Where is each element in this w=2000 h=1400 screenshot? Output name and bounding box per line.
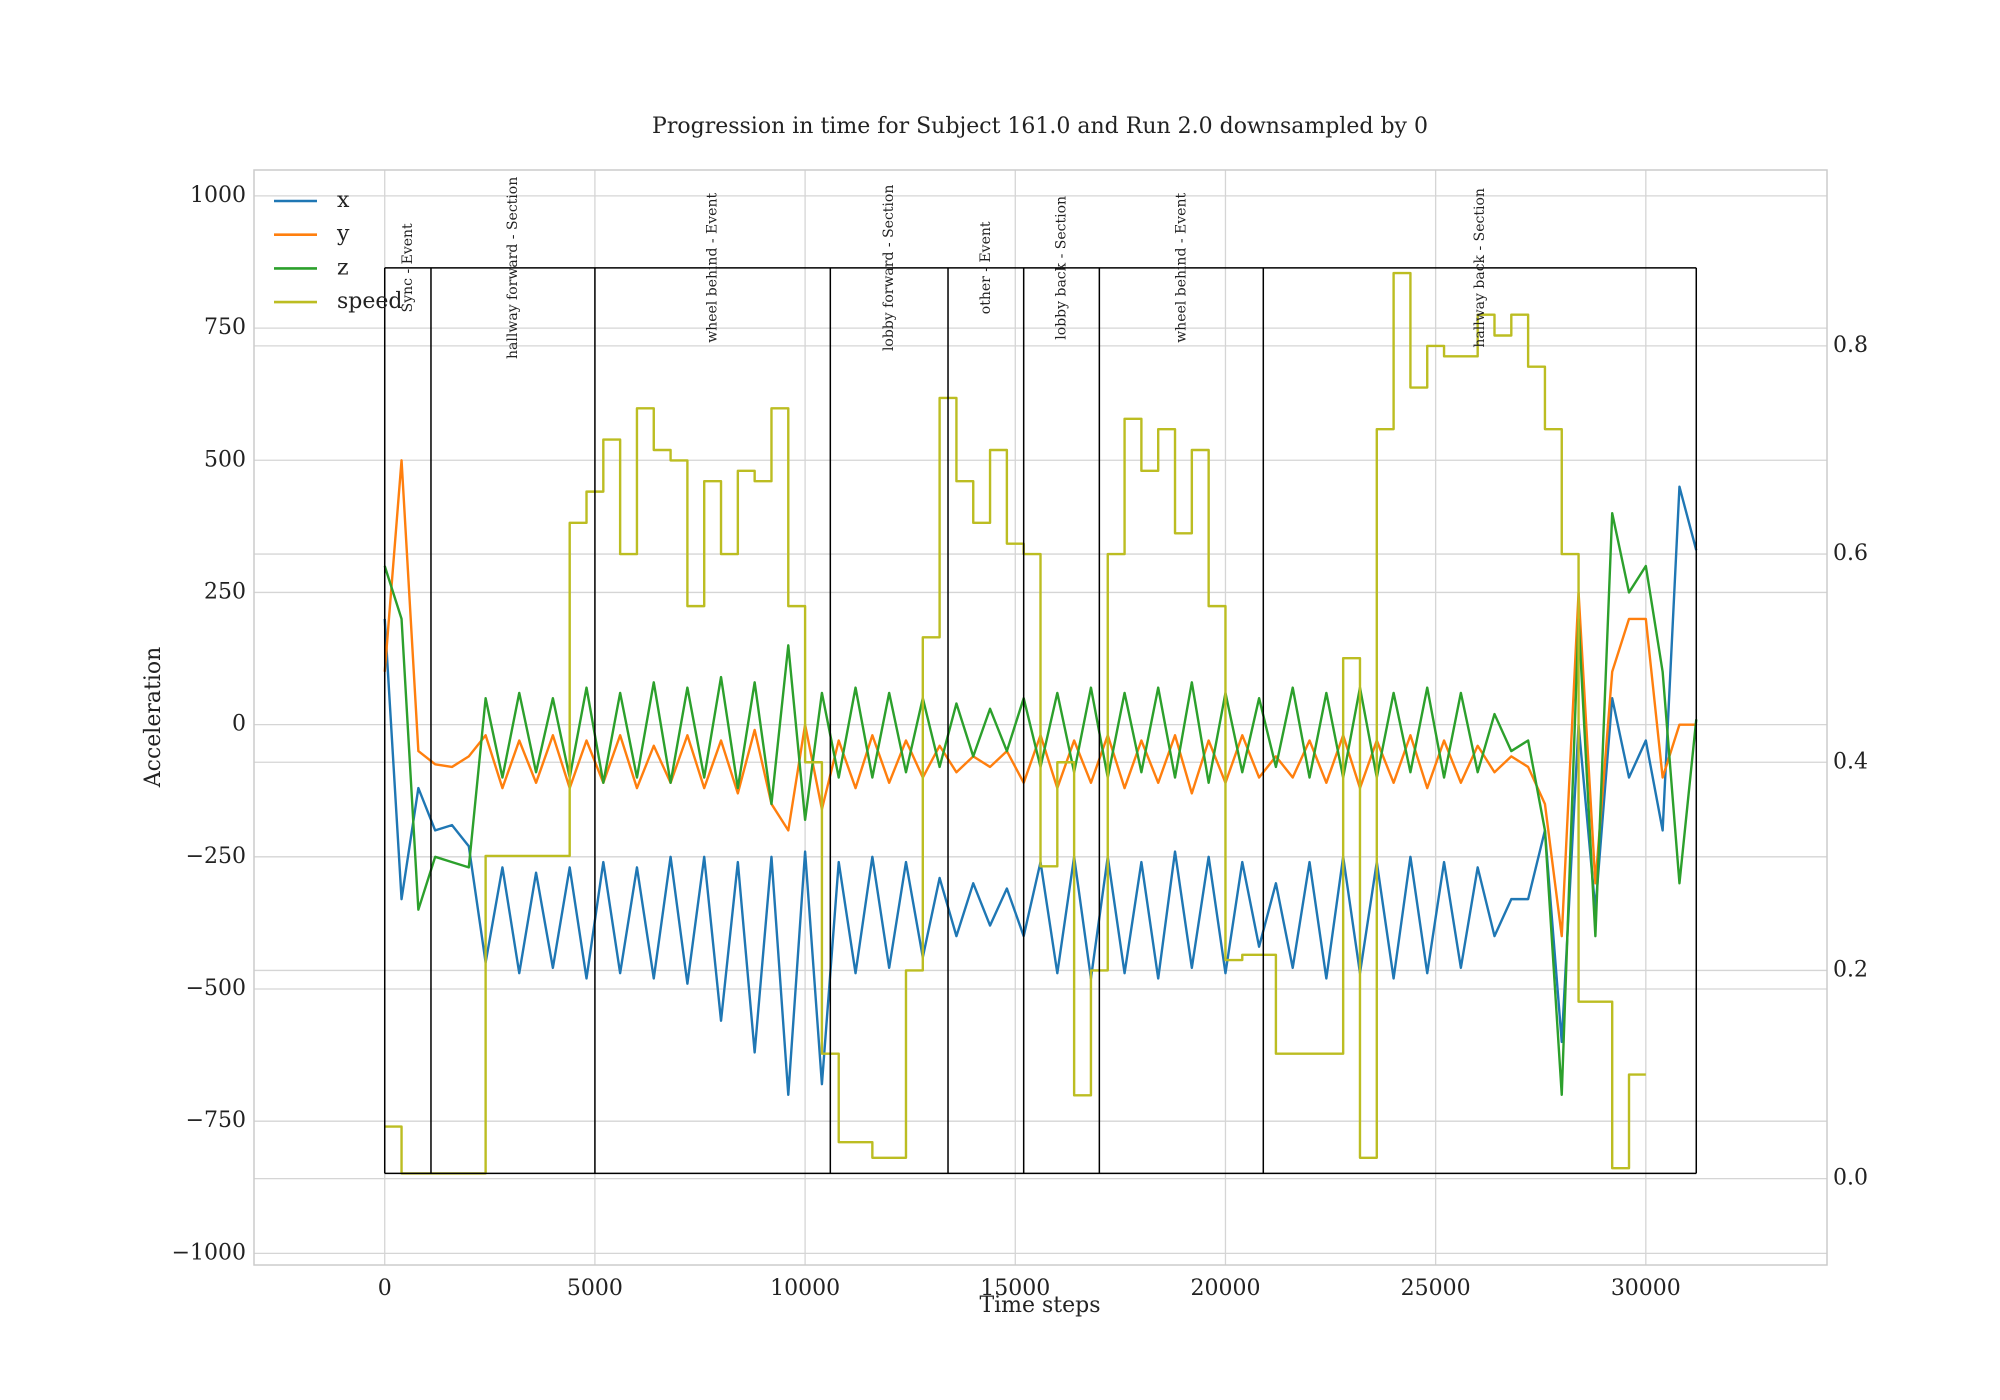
x-tick-label: 0 — [378, 1276, 392, 1301]
y2-tick-label: 0.6 — [1833, 541, 1868, 566]
y2-tick-label: 0.0 — [1833, 1166, 1868, 1191]
y2-tick-label: 0.8 — [1833, 333, 1868, 358]
y-tick-label: 750 — [204, 315, 246, 340]
section-label: wheel behind - Event — [705, 193, 721, 343]
y-tick-label: 500 — [204, 447, 246, 472]
section-label: hallway forward - Section — [505, 177, 521, 359]
x-tick-label: 25000 — [1401, 1276, 1471, 1301]
section-label: Sync - Event — [400, 223, 416, 312]
y-tick-label: −750 — [186, 1108, 246, 1133]
y-axis-label: Acceleration — [141, 647, 166, 789]
x-tick-label: 30000 — [1611, 1276, 1681, 1301]
y2-tick-label: 0.4 — [1833, 749, 1868, 774]
y-tick-label: 0 — [232, 712, 246, 737]
x-axis-label: Time steps — [979, 1293, 1100, 1318]
legend-label: speed — [337, 289, 403, 314]
legend-label: z — [337, 255, 349, 280]
chart-title: Progression in time for Subject 161.0 an… — [652, 114, 1428, 139]
x-tick-label: 5000 — [567, 1276, 623, 1301]
x-tick-label: 15000 — [980, 1276, 1050, 1301]
section-label: other - Event — [978, 221, 994, 314]
y-tick-label: −500 — [186, 976, 246, 1001]
section-label: lobby back - Section — [1054, 196, 1070, 340]
y-tick-label: 1000 — [190, 183, 246, 208]
series-line — [384, 271, 1646, 1175]
section-label: hallway back - Section — [1472, 188, 1488, 348]
x-tick-label: 20000 — [1190, 1276, 1260, 1301]
y-tick-label: −250 — [186, 844, 246, 869]
legend-label: y — [336, 222, 350, 247]
y-tick-label: −1000 — [172, 1240, 246, 1265]
y-tick-label: 250 — [204, 579, 246, 604]
plot-frame — [253, 169, 1828, 1266]
section-label: lobby forward - Section — [881, 185, 897, 351]
section-label: wheel behind - Event — [1173, 193, 1189, 343]
legend-label: x — [337, 188, 350, 213]
y2-tick-label: 0.2 — [1833, 957, 1868, 982]
x-tick-label: 10000 — [770, 1276, 840, 1301]
